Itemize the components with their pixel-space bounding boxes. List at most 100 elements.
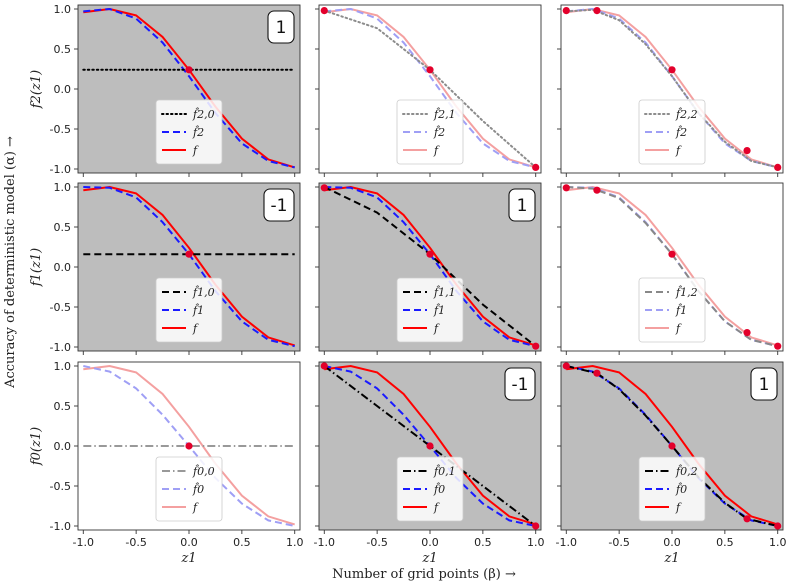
panel-0-0-legend-label: f̂2 [192,126,204,139]
panel-2-1-grid-point-marker [320,362,328,370]
panel-2-1-grid-point-marker [532,522,540,530]
panel-2-0-ytick-label: 1.0 [54,360,72,373]
panel-1-0-badge-box [263,188,295,222]
panel-0-0-plot-area [82,7,296,169]
panel-2-1-series-f [324,364,536,526]
panel-1-2-grid-point-marker [668,250,676,258]
panel-2-1-xlabel: z1 [421,551,437,566]
panel-2-2-xtick-label: 0.0 [663,536,681,549]
panel-2-1-plot-area [320,362,540,530]
panel-2-1-legend: f̂0,1 f̂0 f [396,456,464,522]
panel-1-2: f̂1,2 f̂1 f [557,182,784,355]
panel-0-0-legend-box [155,99,223,165]
panel-2-1-xtick-label: -0.5 [366,536,387,549]
panel-2-0-legend-label: f̂0,0 [192,465,215,478]
panel-2-0-plot-area [83,364,295,527]
panel-0-1-legend-box [396,99,464,165]
panel-0-0-ytick-label: 1.0 [54,3,72,16]
panel-2-0-xtick-label: 0.0 [180,536,198,549]
panel-0-2-legend-label: f [675,144,682,157]
panel-2-1-xtick-label: -1.0 [314,536,335,549]
panel-0-0-ytick-label: -1.0 [50,163,71,176]
panel-0-2-grid-point-marker [668,66,676,74]
panel-2-1-legend-label: f̂0,1 [433,465,456,478]
panel-2-2-grid-point-marker [562,362,570,370]
panel-2-1-badge-label: -1 [512,375,529,395]
panel-1-2-legend-label: f [675,322,682,335]
panel-1-2-legend-label: f̂1,2 [675,286,698,299]
panel-2-2-grid-point-marker [743,515,751,523]
panel-1-2-series-approx [566,186,778,348]
panel-2-1-series-approx [323,365,537,527]
panel-0-1-plot-area [320,7,540,171]
panel-2-2-xlabel: z1 [663,551,679,566]
panel-1-0-ytick-label: -1.0 [50,341,71,354]
panel-0-0-grid-point-marker [185,66,193,74]
panel-2-0-legend: f̂0,0 f̂0 f [155,456,223,522]
panel-1-0-grid-point-marker [185,250,193,258]
panel-0-2-grid-point-marker [743,147,751,155]
panel-1-1-legend-label: f̂1,1 [433,286,456,299]
panel-2-0-xtick-label: -0.5 [125,536,146,549]
panel-2-1-badge: -1 [504,367,536,401]
panel-0-2: f̂2,2 f̂2 f [557,4,784,177]
panel-2-0-legend-label: f [192,501,199,514]
panel-1-2-legend: f̂1,2 f̂1 f [638,277,706,343]
panel-2-1-badge-box [504,367,536,401]
panel-0-2-grid-point-marker [562,7,570,15]
panel-2-2-xtick-label: 0.5 [716,536,734,549]
panel-0-1-grid-point-marker [320,7,328,15]
panel-0-1-grid-point-marker [426,66,434,74]
panel-0-1-legend-label: f̂2,1 [433,108,456,121]
panel-2-2-badge-box [750,367,778,401]
panel-1-1-badge: 1 [508,188,536,222]
panel-1-2-grid-point-marker [743,329,751,337]
panel-2-0-xtick-label: -1.0 [73,536,94,549]
panel-2-1-xtick-label: 0.0 [421,536,439,549]
panel-1-0-legend-label: f̂1,0 [192,286,215,299]
panel-0-2-series-approx [565,8,779,169]
panel-2-0-xtick-label: 1.0 [286,536,304,549]
panel-1-1-plot-area [320,184,540,350]
panel-1-0-legend-box [155,277,223,343]
panel-1-0-badge: -1 [263,188,295,222]
panel-0-2-plot-area [562,7,782,171]
panel-2-2-grid-point-marker [774,522,782,530]
panel-0-1-legend: f̂2,1 f̂2 f [396,99,464,165]
panel-1-2-plot-area [562,184,782,350]
panel-2-2-plot-area [562,362,782,530]
panel-2-2-legend-box [638,456,706,522]
panel-1-1-grid-point-marker [426,250,434,258]
panel-2-2-legend-label: f̂0,2 [675,465,698,478]
panel-0-2-legend: f̂2,2 f̂2 f [638,99,706,165]
panels-grid: 1.00.50.0-0.5-1.0f2(z1)f̂2,0f̂2f1f̂2,1f̂… [29,3,786,566]
panel-1-0-ytick-label: 0.0 [54,261,72,274]
panel-1-0-legend-label: f [192,322,199,335]
panel-2-0-ytick-label: 0.0 [54,440,72,453]
panel-0-0-badge-label: 1 [276,18,287,38]
panel-2-0-ytick-label: 0.5 [54,400,72,413]
panel-0-0-legend-label: f̂2,0 [192,108,215,121]
panel-2-0-ylabel: f0(z1) [29,427,44,466]
panel-0-1-grid-point-marker [532,163,540,171]
panel-1-0-series-f [83,185,295,347]
panel-1-2-legend-label: f̂1 [675,304,687,317]
panel-1-0-legend-label: f̂1 [192,304,204,317]
panel-2-1-legend-box [396,456,464,522]
panel-2-2-series-f [566,364,778,526]
panel-0-1-legend-label: f̂2 [433,126,445,139]
panel-2-0-ytick-label: -0.5 [50,480,71,493]
panel-2-2-grid-point-marker [668,442,676,450]
panel-1-2-grid-point-marker [774,342,782,350]
panel-2-0-xlabel: z1 [180,551,196,566]
panel-1-0-ytick-label: 0.5 [54,221,72,234]
panel-0-0-legend-label: f [192,144,199,157]
panel-1-0: 1.0 0.5 0.0 -0.5 -1.0 f1(z1) f̂1,0 f̂1 f -1 [29,181,301,355]
panel-1-2-series-f [566,185,778,347]
panel-0-2-legend-label: f̂2 [675,126,687,139]
panel-0-0-series-fhat [83,7,295,169]
panel-0-2-legend-label: f̂2,2 [675,108,698,121]
panel-2-1-grid-point-marker [426,442,434,450]
panel-2-0-legend-box [155,456,223,522]
